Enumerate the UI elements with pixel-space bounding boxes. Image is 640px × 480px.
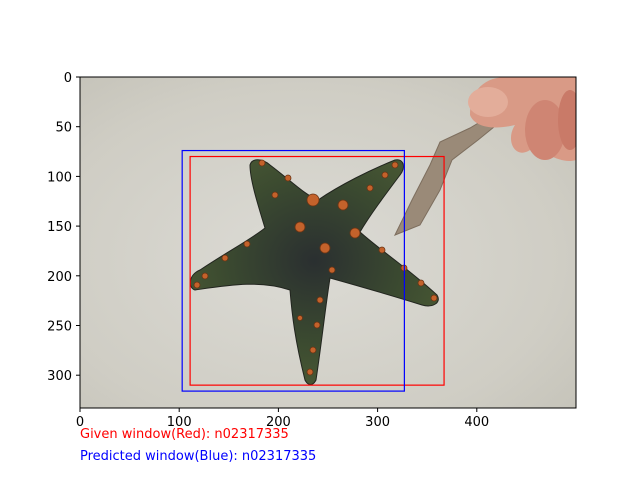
y-tick-label: 100 — [47, 170, 72, 185]
y-tick-label: 200 — [47, 270, 72, 285]
given-window-box — [189, 155, 445, 386]
y-tick-label: 0 — [64, 71, 72, 86]
y-tick-label: 50 — [55, 121, 72, 136]
bounding-boxes — [181, 149, 445, 392]
x-tick-label: 0 — [76, 415, 84, 430]
x-tick-label: 200 — [266, 415, 291, 430]
photo — [80, 77, 576, 408]
predicted-window-box — [181, 149, 405, 392]
given-window-caption: Given window(Red): n02317335 — [80, 427, 289, 442]
x-axis: 0 100 200 300 400 — [76, 408, 489, 430]
y-axis: 0 50 100 150 200 250 300 — [47, 71, 80, 384]
predicted-window-caption: Predicted window(Blue): n02317335 — [80, 449, 317, 464]
x-tick-label: 300 — [365, 415, 390, 430]
y-tick-label: 250 — [47, 319, 72, 334]
y-tick-label: 300 — [47, 369, 72, 384]
y-tick-label: 150 — [47, 220, 72, 235]
x-tick-label: 400 — [464, 415, 489, 430]
x-tick-label: 100 — [167, 415, 192, 430]
axes-frame — [79, 76, 577, 409]
